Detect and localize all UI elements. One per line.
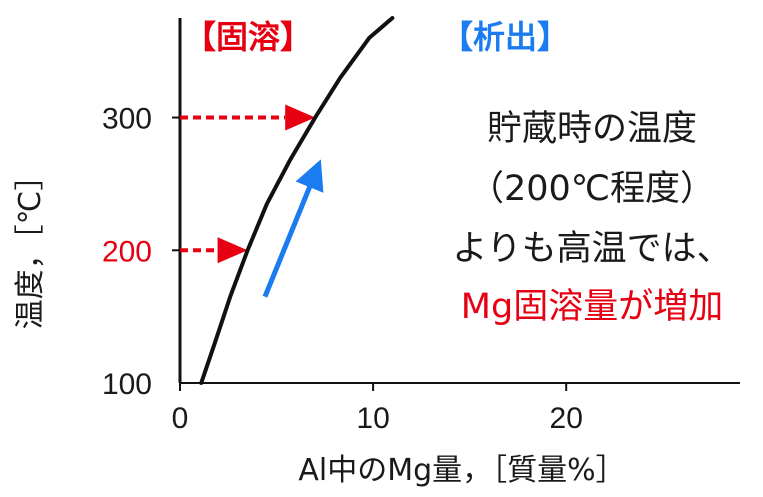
x-tick-label-10: 10 bbox=[356, 402, 389, 435]
annotation-line-2: （200℃程度） bbox=[469, 169, 715, 209]
y-tick-label-200: 200 bbox=[102, 235, 152, 268]
y-axis-label: 温度，［℃］ bbox=[13, 161, 48, 330]
x-tick-label-20: 20 bbox=[550, 402, 583, 435]
series bbox=[199, 16, 395, 385]
region-label-precipitation: 【析出】 bbox=[441, 18, 569, 56]
annotation-line-1: 貯蔵時の温度 bbox=[487, 109, 697, 149]
ticks: 100 200 300 0 10 20 bbox=[102, 103, 583, 435]
solubility-curve bbox=[199, 16, 395, 385]
annotation-line-3: よりも高温では、 bbox=[452, 229, 731, 269]
marker-arrowhead-200 bbox=[217, 237, 248, 264]
y-tick-label-300: 300 bbox=[102, 103, 152, 136]
trend bbox=[262, 159, 324, 298]
y-tick-label-100: 100 bbox=[102, 368, 152, 401]
x-tick-label-0: 0 bbox=[172, 402, 189, 435]
markers bbox=[180, 104, 316, 264]
region-labels: 【固溶】 【析出】 bbox=[184, 18, 569, 56]
marker-arrowhead-300 bbox=[285, 104, 316, 131]
trend-arrow bbox=[262, 159, 324, 298]
annotation: 貯蔵時の温度 （200℃程度） よりも高温では、 Mg固溶量が増加 bbox=[452, 109, 731, 327]
region-label-solid-solution: 【固溶】 bbox=[184, 18, 312, 56]
x-axis-label: Al中のMg量，［質量%］ bbox=[298, 453, 625, 488]
annotation-highlight: Mg固溶量が増加 bbox=[461, 287, 723, 327]
axes bbox=[178, 18, 740, 384]
